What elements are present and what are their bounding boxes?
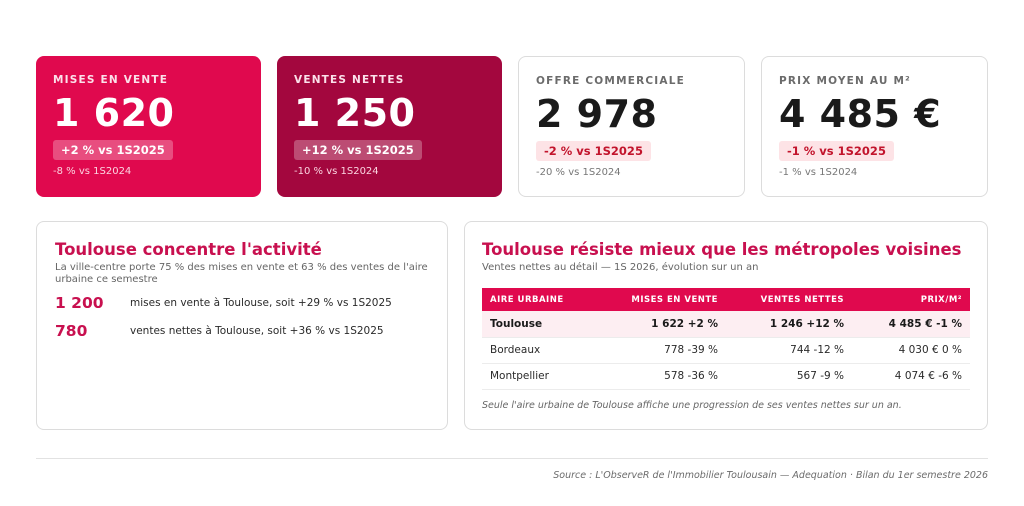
table-cell: Montpellier [482, 363, 602, 390]
kpi-label: OFFRE COMMERCIALE [536, 75, 685, 87]
kpi-comparison: -8 % vs 1S2024 [53, 166, 132, 177]
kpi-label: PRIX MOYEN AU M² [779, 75, 911, 87]
kpi-value: 1 250 [294, 91, 416, 135]
stat-text: ventes nettes à Toulouse, soit +36 % vs … [130, 325, 384, 337]
kpi-value: 2 978 [536, 92, 658, 136]
stat-line: 780 ventes nettes à Toulouse, soit +36 %… [55, 322, 429, 340]
table-cell: 1 246 +12 % [726, 311, 852, 338]
table-note: Seule l'aire urbaine de Toulouse affiche… [482, 399, 902, 411]
column-header: MISES EN VENTE [631, 294, 718, 305]
panel-subtitle: Ventes nettes au détail — 1S 2026, évolu… [482, 262, 759, 273]
source-footnote: Source : L'ObserveR de l'Immobilier Toul… [553, 470, 988, 481]
kpi-row: MISES EN VENTE 1 620 +2 % vs 1S2025 -8 %… [36, 56, 988, 197]
stat-value: 1 200 [55, 294, 104, 312]
stat-text: mises en vente à Toulouse, soit +29 % vs… [130, 297, 392, 309]
table-cell: 4 074 € -6 % [852, 363, 970, 390]
column-header: PRIX/M² [920, 294, 962, 305]
toulouse-activity-panel: Toulouse concentre l'activité La ville-c… [36, 221, 448, 430]
table-cell: 4 485 € -1 % [852, 311, 970, 338]
table-header-row: AIRE URBAINE MISES EN VENTE VENTES NETTE… [482, 288, 970, 311]
kpi-card-mises-en-vente: MISES EN VENTE 1 620 +2 % vs 1S2025 -8 %… [36, 56, 261, 197]
kpi-change-badge: +12 % vs 1S2025 [294, 140, 422, 160]
table-cell: Toulouse [482, 311, 602, 338]
panel-title: Toulouse résiste mieux que les métropole… [482, 240, 962, 259]
table-cell: 4 030 € 0 % [852, 337, 970, 364]
table-row: Montpellier 578 -36 % 567 -9 % 4 074 € -… [482, 363, 970, 390]
kpi-card-offre-commerciale: OFFRE COMMERCIALE 2 978 -2 % vs 1S2025 -… [518, 56, 745, 197]
kpi-label: MISES EN VENTE [53, 74, 169, 86]
table-cell: 1 622 +2 % [602, 311, 726, 338]
kpi-label: VENTES NETTES [294, 74, 405, 86]
table-cell: Bordeaux [482, 337, 602, 364]
kpi-change-badge: +2 % vs 1S2025 [53, 140, 173, 160]
footer-divider [36, 458, 988, 459]
kpi-value: 4 485 € [779, 92, 942, 136]
kpi-change-badge: -1 % vs 1S2025 [779, 141, 894, 161]
table-cell: 567 -9 % [726, 363, 852, 390]
table-row: Toulouse 1 622 +2 % 1 246 +12 % 4 485 € … [482, 311, 970, 338]
comparison-table: AIRE URBAINE MISES EN VENTE VENTES NETTE… [482, 288, 970, 390]
stat-value: 780 [55, 322, 88, 340]
kpi-card-ventes-nettes: VENTES NETTES 1 250 +12 % vs 1S2025 -10 … [277, 56, 502, 197]
table-cell: 578 -36 % [602, 363, 726, 390]
kpi-comparison: -1 % vs 1S2024 [779, 167, 858, 178]
panel-title: Toulouse concentre l'activité [55, 240, 322, 259]
kpi-comparison: -10 % vs 1S2024 [294, 166, 379, 177]
kpi-change-badge: -2 % vs 1S2025 [536, 141, 651, 161]
column-header: AIRE URBAINE [490, 294, 564, 305]
table-cell: 744 -12 % [726, 337, 852, 364]
kpi-value: 1 620 [53, 91, 175, 135]
table-cell: 778 -39 % [602, 337, 726, 364]
kpi-card-prix-moyen: PRIX MOYEN AU M² 4 485 € -1 % vs 1S2025 … [761, 56, 988, 197]
column-header: VENTES NETTES [760, 294, 844, 305]
stat-line: 1 200 mises en vente à Toulouse, soit +2… [55, 294, 429, 312]
metropoles-comparison-panel: Toulouse résiste mieux que les métropole… [464, 221, 988, 430]
panel-subtitle: La ville-centre porte 75 % des mises en … [55, 262, 428, 285]
table-row: Bordeaux 778 -39 % 744 -12 % 4 030 € 0 % [482, 337, 970, 364]
kpi-comparison: -20 % vs 1S2024 [536, 167, 621, 178]
